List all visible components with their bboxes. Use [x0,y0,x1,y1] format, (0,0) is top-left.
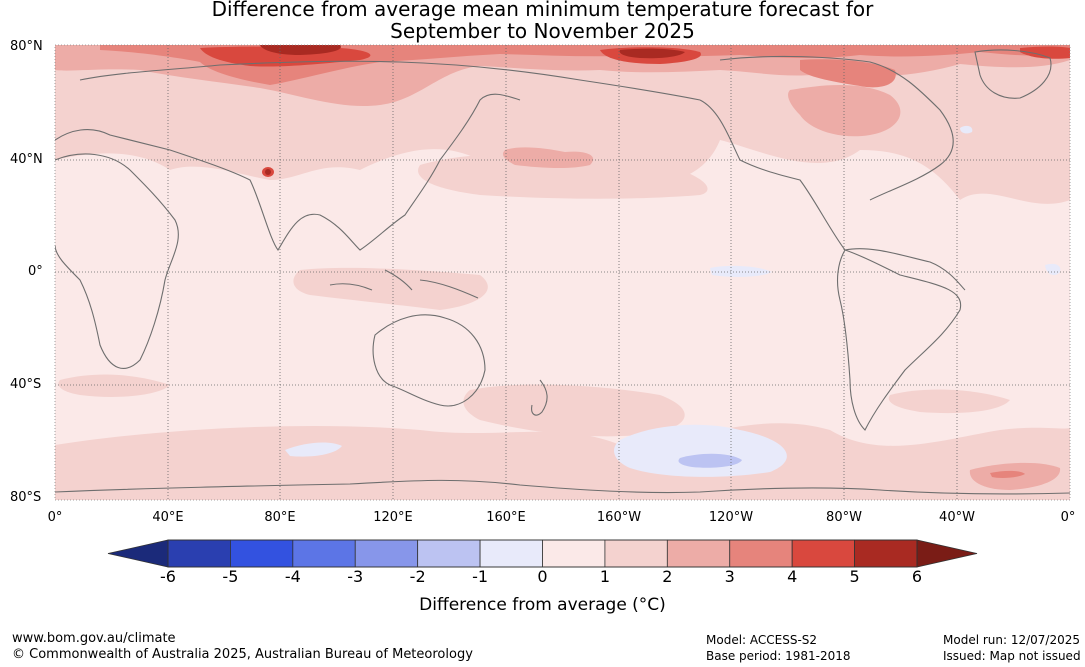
colorbar-frame [167,539,918,568]
colorbar-tick-label: -2 [409,567,426,586]
colorbar-bin [292,539,356,568]
colorbar-tick-label: 3 [724,567,735,586]
colorbar-tick-label: 2 [662,567,673,586]
footer-website: www.bom.gov.au/climate [12,631,176,646]
colorbar-bin [666,539,731,568]
colorbar-bin [791,539,855,568]
colorbar-bin [354,539,419,568]
lon-label-120e: 120°E [373,510,413,525]
colorbar-tick-label: -4 [284,567,301,586]
footer-issued: Issued: Map not issued [943,649,1081,663]
footer-model-run: Model run: 12/07/2025 [943,633,1081,647]
colorbar-bin [542,539,606,568]
colorbar-bin [230,539,294,568]
colorbar-bin [417,539,481,568]
colorbar-tick-label: 5 [849,567,860,586]
lon-label-40e: 40°E [152,510,184,525]
lat-label-80s: 80°S [10,490,42,505]
colorbar-tick-label: -6 [160,567,176,586]
colorbar-bin [729,539,793,568]
colorbar-label: Difference from average (°C) [419,595,666,615]
lon-label-40w: 40°W [939,510,975,525]
lon-label-80w: 80°W [826,510,862,525]
map-title-line1: Difference from average mean minimum tem… [211,0,874,21]
lon-label-160e: 160°E [486,510,526,525]
lon-label-0-left: 0° [47,510,63,525]
colorbar-bin [604,539,668,568]
lon-label-80e: 80°E [264,510,296,525]
lat-label-40s: 40°S [10,377,42,392]
colorbar-bin [167,539,231,568]
colorbar-bins [167,539,918,568]
coastlines [55,49,1070,495]
lat-label-equator: 0° [28,264,43,279]
colorbar [107,539,978,568]
colorbar-tick-label: -1 [472,567,489,586]
footer-base-period: Base period: 1981-2018 [706,649,851,663]
map-title-line2: September to November 2025 [390,19,695,43]
colorbar-tick-label: 6 [911,567,923,586]
footer-copyright: © Commonwealth of Australia 2025, Austra… [12,647,473,662]
colorbar-tick-label: 0 [537,567,548,586]
lon-label-120w: 120°W [708,510,754,525]
lon-label-160w: 160°W [596,510,642,525]
footer-model: Model: ACCESS-S2 [706,633,818,647]
colorbar-below-arrow [107,539,169,568]
colorbar-bin [479,539,543,568]
colorbar-bin [854,539,918,568]
forecast-map [54,44,1071,501]
colorbar-tick-label: 1 [599,567,610,586]
colorbar-tick-label: -3 [347,567,364,586]
colorbar-above-arrow [916,539,978,568]
map-frame [54,44,1071,501]
colorbar-tick-label: -5 [222,567,239,586]
graticule [55,45,1070,500]
lat-label-80n: 80°N [10,39,43,54]
anomaly-shading [55,45,1070,500]
lon-label-0-right: 0° [1060,510,1076,525]
lat-label-40n: 40°N [10,152,43,167]
colorbar-tick-label: 4 [787,567,798,586]
